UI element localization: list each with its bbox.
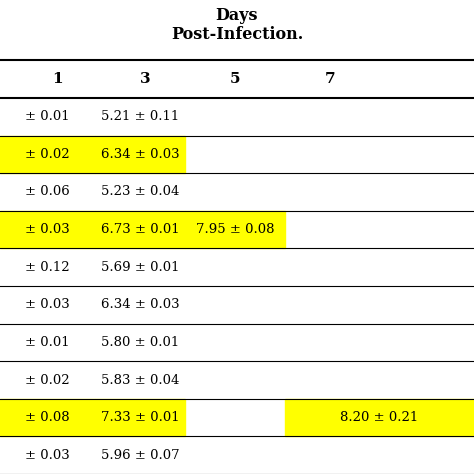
Text: 8.20 ± 0.21: 8.20 ± 0.21 [340, 411, 419, 424]
Text: 7: 7 [325, 72, 335, 86]
Text: 5.80 ± 0.01: 5.80 ± 0.01 [101, 336, 179, 349]
Text: 3: 3 [140, 72, 150, 86]
Text: ± 0.01: ± 0.01 [25, 336, 70, 349]
Text: Days
Post-Infection.: Days Post-Infection. [171, 7, 303, 43]
Text: ± 0.01: ± 0.01 [25, 110, 70, 123]
Text: 7.33 ± 0.01: 7.33 ± 0.01 [100, 411, 179, 424]
Text: 6.34 ± 0.03: 6.34 ± 0.03 [100, 298, 179, 311]
Text: ± 0.03: ± 0.03 [25, 223, 70, 236]
Text: 5: 5 [230, 72, 240, 86]
Text: 1: 1 [52, 72, 63, 86]
Text: 7.95 ± 0.08: 7.95 ± 0.08 [196, 223, 274, 236]
Text: 6.73 ± 0.01: 6.73 ± 0.01 [100, 223, 179, 236]
Text: ± 0.08: ± 0.08 [25, 411, 70, 424]
Text: 5.21 ± 0.11: 5.21 ± 0.11 [101, 110, 179, 123]
Text: ± 0.12: ± 0.12 [25, 261, 70, 273]
Text: 5.23 ± 0.04: 5.23 ± 0.04 [101, 185, 179, 199]
Text: 5.96 ± 0.07: 5.96 ± 0.07 [100, 449, 179, 462]
Text: 6.34 ± 0.03: 6.34 ± 0.03 [100, 148, 179, 161]
Text: ± 0.02: ± 0.02 [25, 148, 70, 161]
Text: ± 0.06: ± 0.06 [25, 185, 70, 199]
Text: ± 0.03: ± 0.03 [25, 449, 70, 462]
Text: ± 0.03: ± 0.03 [25, 298, 70, 311]
Text: 5.69 ± 0.01: 5.69 ± 0.01 [101, 261, 179, 273]
Text: 5.83 ± 0.04: 5.83 ± 0.04 [101, 374, 179, 386]
Text: ± 0.02: ± 0.02 [25, 374, 70, 386]
